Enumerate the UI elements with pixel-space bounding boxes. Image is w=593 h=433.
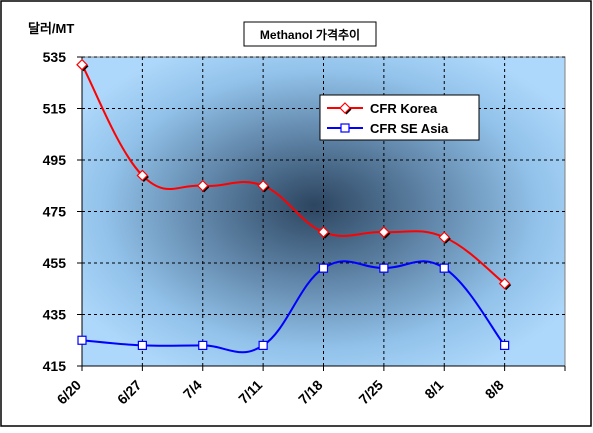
data-point xyxy=(196,179,210,193)
data-point xyxy=(77,335,87,345)
marker-shape xyxy=(379,263,389,273)
legend: CFR Korea CFR SE Asia xyxy=(319,94,480,141)
data-point xyxy=(257,179,270,193)
marker-shape xyxy=(439,263,449,273)
marker-shape xyxy=(339,102,351,114)
data-point xyxy=(439,263,449,273)
title-box xyxy=(243,21,377,47)
data-point xyxy=(378,226,391,239)
data-point xyxy=(500,340,510,350)
series-layer xyxy=(76,58,512,354)
series-cfr-se-asia xyxy=(77,260,510,354)
data-point xyxy=(317,226,330,239)
data-point xyxy=(379,263,389,273)
legend-entry: CFR Korea xyxy=(327,101,438,116)
y-tick-label: 515 xyxy=(43,101,67,117)
legend-label: CFR SE Asia xyxy=(370,121,449,136)
marker-shape xyxy=(500,340,510,350)
marker-shape xyxy=(340,123,350,133)
legend-marker xyxy=(339,102,352,115)
marker-shape xyxy=(438,231,451,244)
y-tick-label: 435 xyxy=(43,307,67,323)
data-point xyxy=(258,340,268,350)
data-point xyxy=(137,340,147,350)
data-point xyxy=(198,340,208,350)
marker-shape xyxy=(77,335,87,345)
marker-shape xyxy=(257,179,269,192)
series-cfr-korea xyxy=(76,58,512,291)
y-axis-label: 달러/MT xyxy=(28,21,74,36)
legend-label: CFR Korea xyxy=(370,101,438,116)
marker-shape xyxy=(258,340,268,350)
marker-shape xyxy=(137,340,147,350)
marker-shape xyxy=(498,277,511,290)
chart-title: Methanol 가격추이 xyxy=(260,27,360,42)
data-point xyxy=(76,58,89,72)
data-point xyxy=(498,277,512,291)
marker-shape xyxy=(318,263,329,273)
marker-shape xyxy=(196,179,209,192)
data-point xyxy=(438,231,451,244)
y-tick-label: 455 xyxy=(43,255,67,271)
y-tick-label: 475 xyxy=(43,204,67,220)
y-tick-label: 495 xyxy=(43,152,67,168)
y-tick-label: 535 xyxy=(43,49,67,65)
data-point xyxy=(136,169,149,182)
legend-marker xyxy=(340,123,350,133)
y-tick-labels: 535 515 495 475 455 435 415 xyxy=(43,49,67,374)
marker-shape xyxy=(136,169,149,182)
legend-entry: CFR SE Asia xyxy=(327,121,449,136)
data-point xyxy=(318,263,329,273)
marker-shape xyxy=(198,340,208,350)
marker-shape xyxy=(378,226,390,238)
marker-shape xyxy=(76,58,88,71)
marker-shape xyxy=(317,226,330,238)
y-tick-label: 415 xyxy=(43,358,67,374)
axes xyxy=(77,56,566,371)
